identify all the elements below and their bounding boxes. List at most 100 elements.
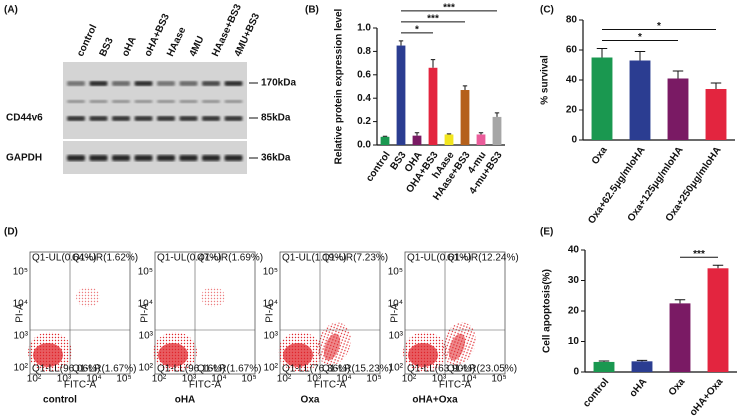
significance-label: *** — [443, 3, 455, 14]
x-tick-label: 10³ — [182, 374, 197, 385]
significance-label: * — [415, 25, 419, 36]
x-tick-label: control — [581, 376, 611, 409]
row-label: CD44v6 — [6, 113, 43, 124]
error-bar — [414, 132, 420, 136]
band — [67, 81, 85, 86]
y-tick-label: 10³ — [264, 331, 279, 342]
y-tick-label: 10⁴ — [138, 299, 153, 310]
y-tick-label: 0.6 — [357, 69, 371, 80]
bar — [492, 116, 502, 145]
band — [89, 81, 108, 86]
significance-label: * — [638, 32, 642, 43]
x-tick-label: Oxa — [667, 376, 688, 398]
x-axis-label: FITC-A — [64, 380, 97, 391]
y-axis-label: Relative protein expression level — [334, 8, 345, 164]
x-tick-label: 10⁵ — [366, 374, 381, 385]
y-tick-label: 10 — [568, 336, 580, 347]
x-tick-label: 10⁵ — [241, 374, 256, 385]
y-tick-label: 1.0 — [357, 23, 371, 34]
quadrant-label: Q1-LR(23.05%) — [447, 364, 517, 375]
bar — [629, 60, 651, 140]
error-bar — [636, 359, 648, 362]
error-bar — [462, 85, 468, 91]
band — [202, 81, 220, 86]
x-tick-label: 10³ — [307, 374, 322, 385]
lane-label: 4MU — [188, 35, 207, 59]
sample-label: oHA — [175, 395, 196, 406]
bar — [412, 135, 422, 145]
band — [224, 155, 243, 161]
cell-cloud — [76, 287, 100, 307]
y-axis-label: % survival — [540, 55, 551, 105]
x-axis-label: FITC-A — [314, 380, 347, 391]
band — [157, 81, 175, 86]
flow-plot: Q1-UL(1.19%)Q1-UR(7.23%) Q1-LL(76.36%)Q1-… — [263, 251, 392, 406]
flow-plot: Q1-UL(0.47%)Q1-UR(1.69%) Q1-LL(96.16%)Q1-… — [138, 251, 263, 406]
error-bar — [674, 299, 686, 304]
y-tick-label: 10² — [139, 363, 154, 374]
bar — [591, 57, 613, 140]
panel-label: (A) — [4, 5, 18, 16]
band — [224, 81, 243, 86]
quadrant-label: Q1-LR(15.23%) — [322, 364, 392, 375]
quadrant-label: Q1-UR(1.69%) — [197, 253, 263, 264]
y-tick-label: 0.8 — [357, 46, 371, 57]
cell-core — [158, 343, 188, 367]
y-tick-label: 10⁵ — [138, 267, 153, 278]
significance-label: * — [657, 21, 661, 32]
marker-label: 85kDa — [261, 113, 291, 124]
y-tick-label: 10⁴ — [13, 299, 28, 310]
y-axis-label: PI-A — [15, 303, 26, 323]
band — [157, 100, 175, 103]
band — [89, 155, 108, 161]
x-tick-label: 10² — [152, 374, 167, 385]
y-tick-label: 40 — [566, 75, 578, 86]
x-tick-label: Oxa — [590, 145, 610, 167]
y-axis-label: PI-A — [140, 303, 151, 323]
lane-label: BS3 — [98, 36, 116, 59]
y-tick-label: 10³ — [139, 331, 154, 342]
error-bar — [634, 51, 646, 61]
x-tick-label: 10⁴ — [461, 374, 476, 385]
quadrant-label: Q1-UL(0.64%) — [32, 253, 96, 264]
panel-label: (D) — [4, 227, 18, 238]
cell-core — [33, 343, 63, 367]
x-tick-label: 10⁴ — [336, 374, 351, 385]
x-tick-label: 10³ — [57, 374, 72, 385]
x-tick-label: 10⁴ — [86, 374, 101, 385]
flow-plot: Q1-UL(0.64%)Q1-UR(1.62%) Q1-LL(96.06%)Q1-… — [13, 251, 138, 406]
significance-label: *** — [693, 249, 705, 260]
cell-core — [323, 333, 341, 361]
y-tick-label: 10⁵ — [13, 267, 28, 278]
y-axis-label: PI-A — [390, 303, 401, 323]
error-bar — [672, 70, 684, 79]
band — [112, 100, 130, 103]
band — [179, 116, 198, 121]
marker-label: 36kDa — [261, 153, 291, 164]
quadrant-label: Q1-UR(1.62%) — [72, 253, 138, 264]
cell-core — [283, 343, 313, 367]
error-bar — [710, 82, 722, 89]
y-tick-label: 0.0 — [357, 140, 371, 151]
band — [179, 155, 198, 161]
y-axis-label: Cell apoptosis(%) — [542, 269, 553, 353]
x-axis-label: FITC-A — [189, 380, 222, 391]
cell-cloud — [201, 287, 225, 307]
y-tick-label: 60 — [566, 45, 578, 56]
y-tick-label: 0.2 — [357, 116, 371, 127]
quadrant-label: Q1-LR(1.67%) — [72, 364, 136, 375]
band — [157, 155, 175, 161]
bar — [705, 89, 727, 140]
bar — [444, 134, 454, 145]
y-tick-label: 10³ — [14, 331, 29, 342]
band — [112, 116, 130, 121]
y-axis-label: PI-A — [265, 303, 276, 323]
band — [202, 155, 220, 161]
quadrant-label: Q1-LL(76.36%) — [282, 364, 350, 375]
x-tick-label: 10³ — [432, 374, 447, 385]
y-tick-label: 10³ — [389, 331, 404, 342]
quadrant-label: Q1-LL(96.16%) — [157, 364, 225, 375]
band — [112, 155, 130, 161]
error-bar — [478, 132, 484, 135]
